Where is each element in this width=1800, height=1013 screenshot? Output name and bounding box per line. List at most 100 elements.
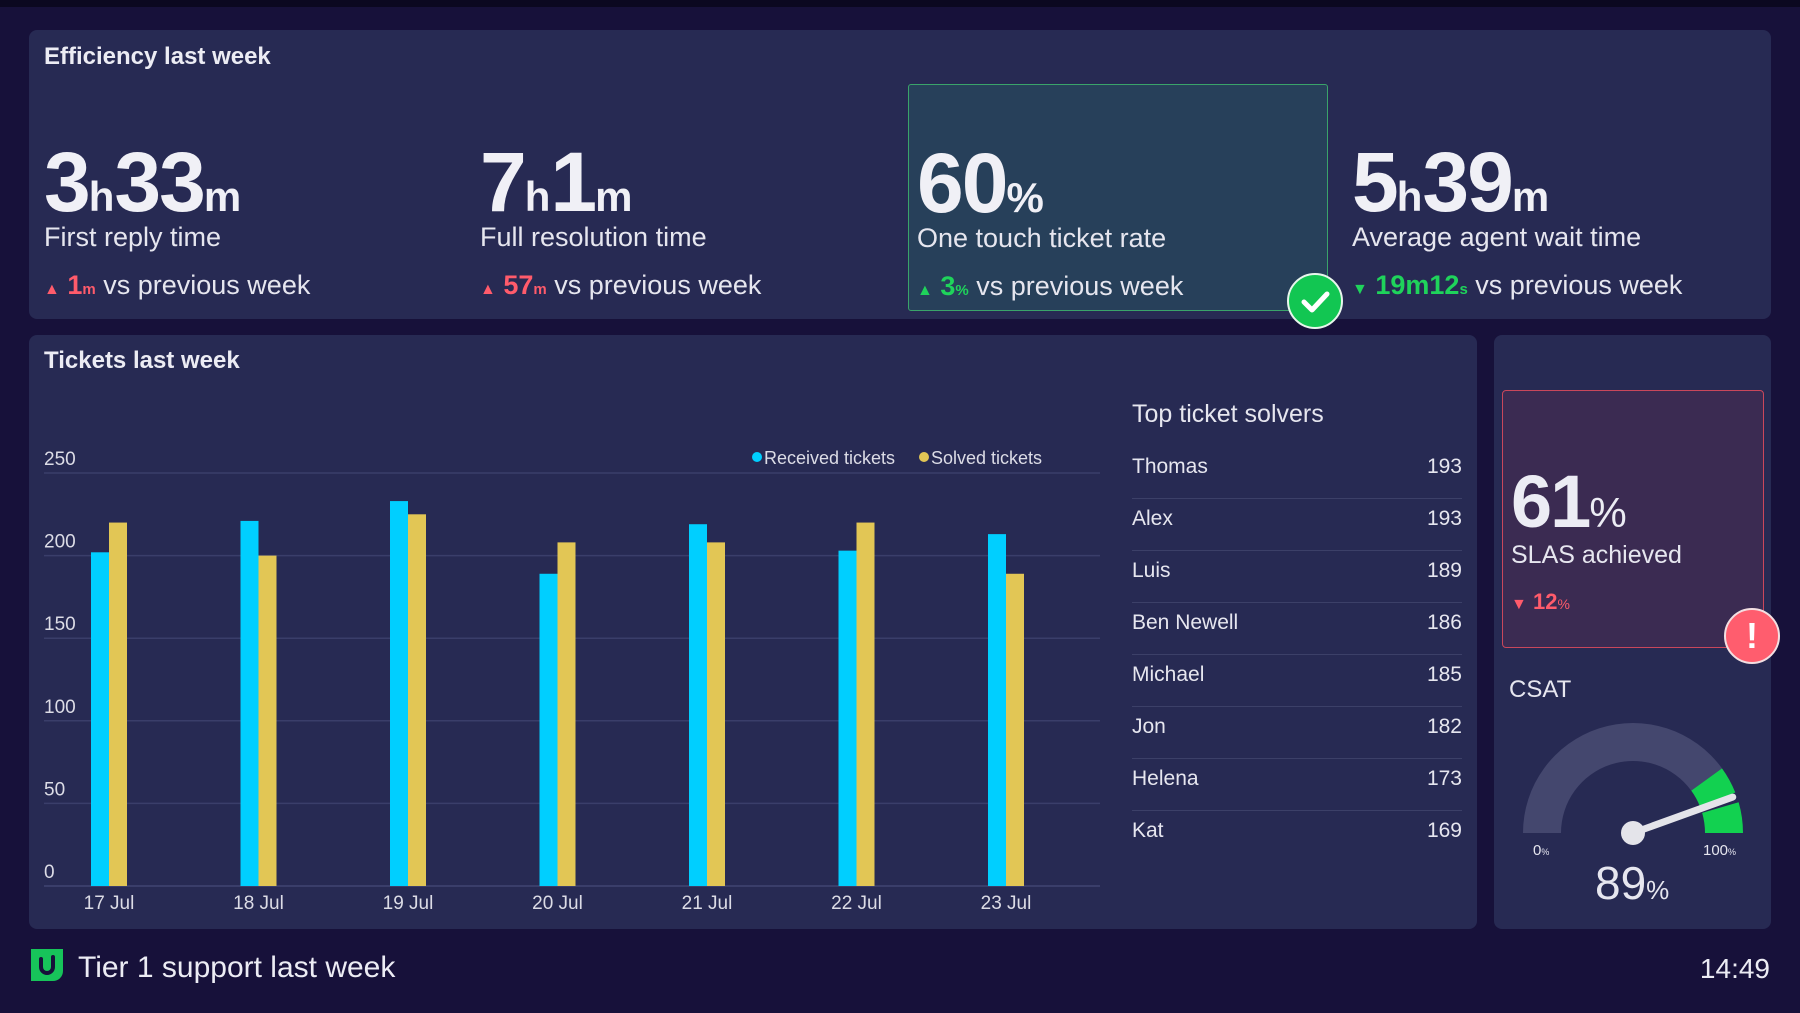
caret-down-icon: ▼ bbox=[1511, 596, 1527, 613]
alert-icon: ! bbox=[1724, 608, 1780, 664]
caret-up-icon: ▲ bbox=[917, 282, 933, 299]
solver-row: Alex 193 bbox=[1132, 499, 1462, 551]
bar-solved bbox=[258, 555, 277, 886]
solver-row: Thomas 193 bbox=[1132, 447, 1462, 499]
gauge-green-segment bbox=[1702, 802, 1743, 833]
metric-label: First reply time bbox=[44, 222, 222, 252]
solver-row: Luis 189 bbox=[1132, 551, 1462, 603]
sla-label: SLAS achieved bbox=[1511, 541, 1682, 569]
legend-label: Solved tickets bbox=[931, 448, 1042, 468]
legend-label: Received tickets bbox=[764, 448, 895, 468]
bar-received bbox=[539, 573, 558, 886]
metric-delta: ▲ 3% vs previous week bbox=[917, 271, 1184, 301]
y-tick-label: 250 bbox=[44, 449, 76, 470]
solver-row: Michael 185 bbox=[1132, 655, 1462, 707]
solver-count: 185 bbox=[1426, 663, 1462, 686]
top-strip bbox=[0, 0, 1800, 7]
solver-count: 193 bbox=[1426, 455, 1462, 478]
solver-row: Jon 182 bbox=[1132, 707, 1462, 759]
csat-max-label: 100% bbox=[1703, 842, 1737, 859]
clock: 14:49 bbox=[1699, 953, 1770, 984]
x-tick-label: 23 Jul bbox=[981, 893, 1032, 914]
solver-name: Kat bbox=[1132, 819, 1164, 842]
bar-solved bbox=[856, 522, 875, 886]
solver-name: Jon bbox=[1132, 715, 1166, 738]
gauge-track bbox=[1523, 723, 1722, 833]
solver-name: Helena bbox=[1132, 767, 1199, 790]
sla-delta: ▼ 12% bbox=[1511, 589, 1570, 615]
x-tick-label: 18 Jul bbox=[233, 893, 284, 914]
caret-up-icon: ▲ bbox=[44, 281, 60, 298]
metric-label: Full resolution time bbox=[480, 222, 707, 252]
legend-dot bbox=[752, 452, 762, 462]
y-tick-label: 150 bbox=[44, 614, 76, 635]
x-tick-label: 20 Jul bbox=[532, 893, 583, 914]
x-tick-label: 21 Jul bbox=[682, 893, 733, 914]
sla-value: 61 bbox=[1511, 460, 1591, 543]
sla-delta-value: 12 bbox=[1532, 589, 1558, 614]
bar-received bbox=[240, 520, 259, 886]
metric-value: 5h39m bbox=[1352, 135, 1550, 229]
solver-count: 169 bbox=[1426, 819, 1462, 842]
bar-received bbox=[988, 534, 1006, 886]
caret-up-icon: ▲ bbox=[480, 281, 496, 298]
bar-solved bbox=[557, 542, 576, 886]
efficiency-panel bbox=[29, 30, 1771, 319]
check-icon bbox=[1287, 273, 1343, 329]
metric-card: 60% One touch ticket rate ▲ 3% vs previo… bbox=[908, 84, 1328, 311]
top-solvers-title: Top ticket solvers bbox=[1132, 400, 1324, 428]
bar-solved bbox=[1006, 573, 1024, 886]
sla-card: 61% SLAS achieved ▼ 12% bbox=[1502, 390, 1764, 648]
solver-name: Ben Newell bbox=[1132, 611, 1239, 634]
metric-label: One touch ticket rate bbox=[917, 223, 1167, 253]
x-tick-label: 22 Jul bbox=[831, 893, 882, 914]
solver-row: Ben Newell 186 bbox=[1132, 603, 1462, 655]
app-logo-icon bbox=[29, 947, 65, 983]
bar-solved bbox=[408, 514, 426, 886]
metric-card: 5h39m Average agent wait time ▼ 19m12s v… bbox=[1344, 84, 1764, 311]
solver-count: 173 bbox=[1426, 767, 1462, 790]
metric-label: Average agent wait time bbox=[1352, 222, 1642, 252]
metric-value: 3h33m bbox=[44, 135, 242, 229]
y-tick-label: 200 bbox=[44, 532, 76, 553]
bar-received bbox=[390, 501, 408, 886]
metric-card: 3h33m First reply time ▲ 1m vs previous … bbox=[36, 84, 456, 311]
solver-row: Kat 169 bbox=[1132, 811, 1462, 863]
top-solvers-list: Top ticket solvers Thomas 193 Alex 193 Luis 1… bbox=[1132, 400, 1462, 863]
solver-name: Michael bbox=[1132, 663, 1205, 686]
sla-delta-unit: % bbox=[1557, 596, 1570, 612]
metric-value: 60% bbox=[917, 136, 1044, 230]
gauge-green-segment bbox=[1691, 768, 1736, 807]
metric-value: 7h1m bbox=[480, 135, 633, 229]
solver-name: Luis bbox=[1132, 559, 1171, 582]
gauge-hub bbox=[1621, 821, 1645, 845]
csat-label: CSAT bbox=[1509, 676, 1572, 703]
tickets-title: Tickets last week bbox=[44, 347, 240, 374]
metric-delta: ▲ 1m vs previous week bbox=[44, 270, 311, 300]
x-tick-label: 17 Jul bbox=[84, 893, 135, 914]
csat-min-label: 0% bbox=[1533, 842, 1550, 859]
bar-solved bbox=[707, 542, 725, 886]
solver-count: 182 bbox=[1426, 715, 1462, 738]
bar-received bbox=[689, 524, 707, 886]
csat-value: 89% bbox=[1595, 857, 1670, 909]
solver-count: 186 bbox=[1426, 611, 1462, 634]
y-tick-label: 0 bbox=[44, 862, 55, 883]
bar-received bbox=[91, 552, 109, 886]
dashboard-title: Tier 1 support last week bbox=[78, 951, 396, 984]
solver-count: 193 bbox=[1426, 507, 1462, 530]
y-tick-label: 100 bbox=[44, 697, 76, 718]
bar-solved bbox=[109, 522, 127, 886]
legend-dot bbox=[919, 452, 929, 462]
solver-name: Thomas bbox=[1132, 455, 1208, 478]
solver-name: Alex bbox=[1132, 507, 1173, 530]
caret-down-icon: ▼ bbox=[1352, 281, 1368, 298]
sla-unit: % bbox=[1589, 489, 1627, 536]
solver-row: Helena 173 bbox=[1132, 759, 1462, 811]
solver-count: 189 bbox=[1426, 559, 1462, 582]
csat-gauge bbox=[1523, 723, 1743, 845]
bar-received bbox=[838, 550, 857, 886]
y-tick-label: 50 bbox=[44, 779, 65, 800]
metric-delta: ▲ 57m vs previous week bbox=[480, 270, 762, 300]
